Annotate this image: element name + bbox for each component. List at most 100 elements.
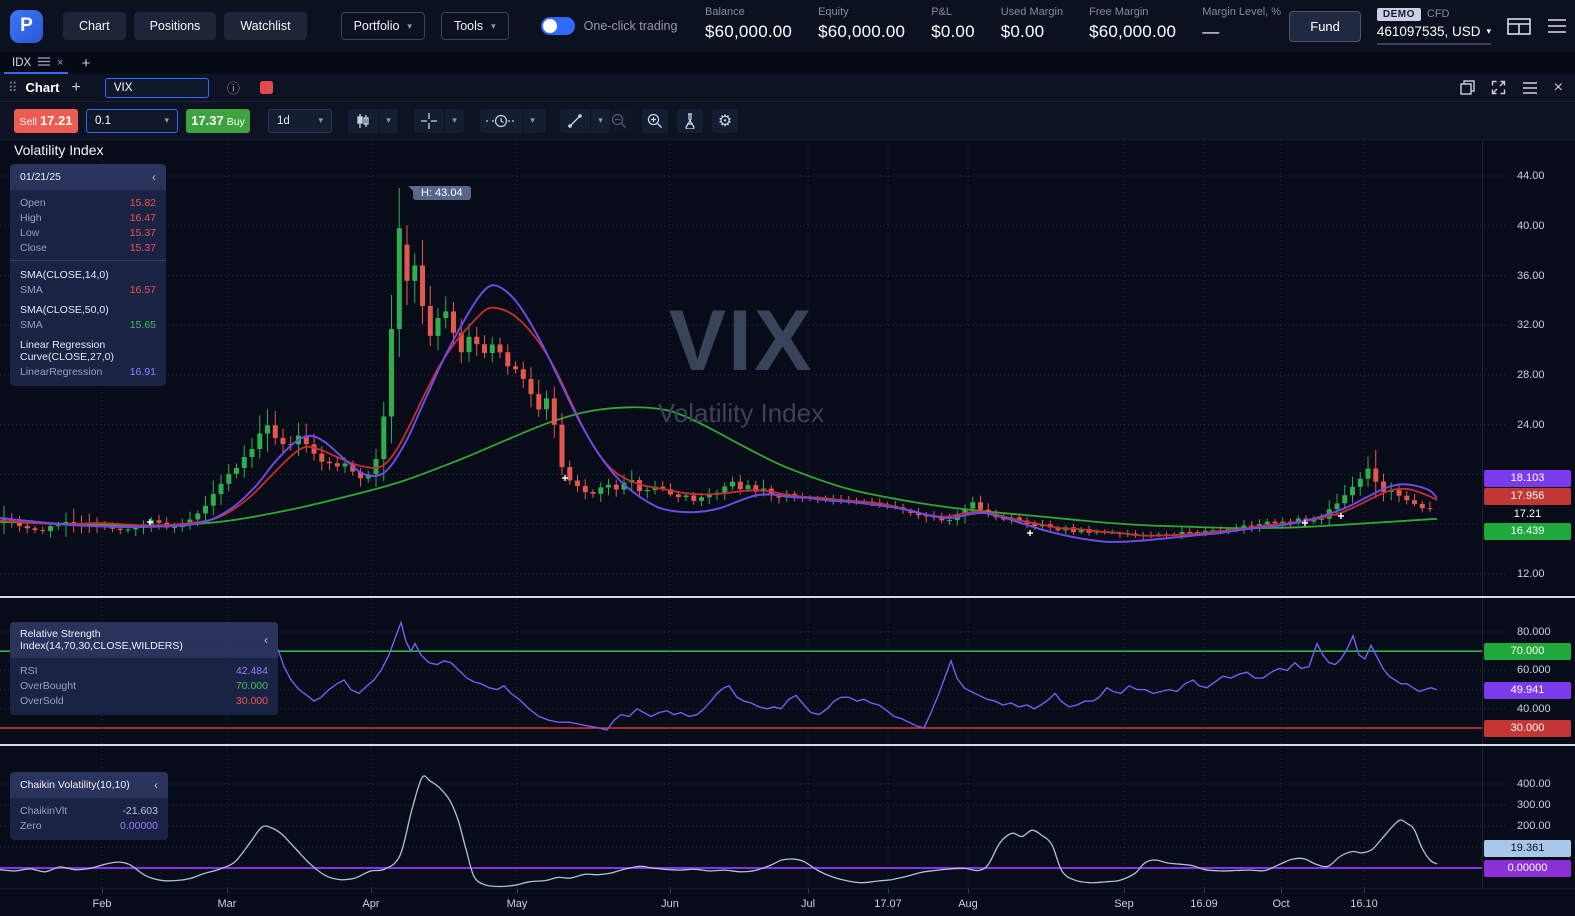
info-icon[interactable]: ⓘ <box>226 81 240 96</box>
zoom-out-icon[interactable] <box>606 108 632 133</box>
time-axis[interactable]: Feb Mar Apr May Jun Jul 17.07 Aug Sep 16.09 Oct 16.… <box>0 888 1575 916</box>
account-number: 461097535, USD <box>1376 23 1481 39</box>
indicators-flask-icon[interactable] <box>677 108 703 133</box>
workspace-tab-idx[interactable]: IDX × <box>0 52 72 74</box>
time-tick-label: Feb <box>92 898 112 910</box>
fullscreen-icon[interactable] <box>1491 80 1506 95</box>
time-tick <box>1204 889 1205 893</box>
time-tick <box>670 889 671 893</box>
buy-button[interactable]: 17.37 Buy <box>186 108 250 133</box>
zoom-in-icon[interactable] <box>642 108 668 133</box>
tab-label: IDX <box>12 57 32 69</box>
panel-resize-divider[interactable] <box>0 744 1575 746</box>
stat-equity: Equity $60,000.00 <box>818 6 905 42</box>
collapse-legend-icon[interactable]: ‹ <box>264 633 268 647</box>
stat-label: Free Margin <box>1089 6 1149 18</box>
workspace-tabbar: IDX × + <box>0 52 1575 74</box>
stat-free-margin: Free Margin $60,000.00 <box>1089 6 1176 42</box>
tools-dropdown[interactable]: Tools ▾ <box>440 12 509 40</box>
axis-price-badge: 0.00000 <box>1484 860 1571 877</box>
stat-value: $60,000.00 <box>818 22 906 41</box>
axis-tick-label: 80.000 <box>1517 626 1551 638</box>
nav-watchlist-button[interactable]: Watchlist <box>224 12 307 40</box>
crosshair-icon[interactable] <box>414 109 444 133</box>
time-tick-label: Oct <box>1272 898 1290 910</box>
time-tick-label: Aug <box>958 898 978 910</box>
chaikin-chart-canvas[interactable] <box>0 747 1575 888</box>
axis-tick-label: 400.00 <box>1517 778 1551 790</box>
axis-tick-label: 200.00 <box>1517 820 1551 832</box>
layout-panels-icon[interactable] <box>1507 17 1531 35</box>
instrument-title: Volatility Index <box>14 142 104 158</box>
stat-value: — <box>1202 22 1220 41</box>
add-tab-icon[interactable]: + <box>81 54 91 72</box>
collapse-legend-icon[interactable]: ‹ <box>152 170 156 184</box>
legend-row-zero: Zero 0.00000 <box>20 819 158 832</box>
duplicate-window-icon[interactable] <box>1459 80 1475 95</box>
axis-price-badge: 30.000 <box>1484 720 1571 737</box>
price-chart-canvas[interactable] <box>0 140 1575 596</box>
stat-label: Margin Level, % <box>1202 6 1282 18</box>
collapse-legend-icon[interactable]: ‹ <box>154 778 158 792</box>
settings-gear-icon[interactable]: ⚙ <box>712 108 738 133</box>
legend-row-low: Low 15.37 <box>20 226 156 239</box>
drag-handle-icon[interactable]: ⠿ <box>8 79 18 95</box>
chart-type-candles-icon[interactable] <box>348 109 378 133</box>
sell-button[interactable]: Sell 17.21 <box>14 108 78 133</box>
nav-chart-button[interactable]: Chart <box>63 12 126 40</box>
legend-row-close: Close 15.37 <box>20 241 156 254</box>
main-menu-icon[interactable] <box>1547 19 1567 33</box>
rsi-chart-canvas[interactable] <box>0 599 1575 744</box>
chart-toolbar: Sell 17.21 0.1 ▾ 17.37 Buy 1d ▾ ▾ ▾ ▾ ▾ <box>0 102 1575 140</box>
buy-label: Buy <box>226 116 245 128</box>
time-tick <box>1281 889 1282 893</box>
buy-price: 17.37 <box>191 113 224 128</box>
one-click-trading-toggle[interactable] <box>540 17 575 35</box>
toggle-knob <box>542 19 557 33</box>
timeframe-selector[interactable]: 1d ▾ <box>268 108 332 133</box>
axis-price-badge: 16.439 <box>1484 523 1571 540</box>
chevron-down-icon: ▾ <box>491 20 496 31</box>
stat-value: $60,000.00 <box>1089 22 1177 41</box>
time-interval-dropdown[interactable]: ▾ <box>522 108 542 133</box>
account-selector[interactable]: DEMO CFD 461097535, USD ▾ <box>1376 7 1491 45</box>
tab-close-icon[interactable]: × <box>57 57 64 69</box>
legend-row-high: High 16.47 <box>20 211 156 224</box>
axis-tick-label: 44.00 <box>1517 170 1545 182</box>
quantity-selector[interactable]: 0.1 ▾ <box>86 108 178 133</box>
stat-pnl: P&L $0.00 <box>931 6 975 42</box>
high-price-tooltip: H: 43.04 <box>408 186 471 200</box>
quantity-value: 0.1 <box>95 114 111 127</box>
time-tick <box>1124 889 1125 893</box>
time-tick-label: Apr <box>362 898 380 910</box>
legend-sma14-section: SMA(CLOSE,14,0) SMA 16.57 <box>10 260 166 297</box>
time-tick <box>888 889 889 893</box>
one-click-trading-label: One-click trading <box>583 19 678 33</box>
time-tick-label: May <box>506 898 528 910</box>
window-menu-icon[interactable] <box>1522 81 1538 94</box>
fund-button[interactable]: Fund <box>1289 10 1361 42</box>
portfolio-dropdown[interactable]: Portfolio ▾ <box>340 12 425 40</box>
add-chart-icon[interactable]: + <box>71 78 81 96</box>
chart-type-dropdown[interactable]: ▾ <box>378 108 398 133</box>
time-interval-icon[interactable] <box>480 109 522 133</box>
legend-row-chaikin: ChaikinVlt -21.603 <box>20 804 158 817</box>
nav-positions-button[interactable]: Positions <box>133 12 217 40</box>
close-window-icon[interactable]: × <box>1553 78 1563 96</box>
trend-line-tool-icon[interactable] <box>560 109 590 133</box>
panel-resize-divider[interactable] <box>0 596 1575 598</box>
symbol-input[interactable] <box>104 77 209 98</box>
axis-tick-label: 60.000 <box>1517 664 1551 676</box>
timeframe-value: 1d <box>277 114 290 127</box>
chart-area[interactable]: VIX Volatility Index Volatility Index H:… <box>0 140 1575 916</box>
time-tick <box>102 889 103 893</box>
axis-tick-label: 28.00 <box>1517 369 1545 381</box>
legend-sma50-section: SMA(CLOSE,50,0) SMA 15.65 <box>20 303 156 331</box>
time-tick <box>1364 889 1365 893</box>
axis-tick-label: 12.00 <box>1517 568 1545 580</box>
drawing-tools-dropdown[interactable]: ▾ <box>590 108 610 133</box>
tab-menu-icon[interactable] <box>38 57 51 69</box>
stat-label: P&L <box>931 6 952 18</box>
crosshair-dropdown[interactable]: ▾ <box>444 108 464 133</box>
stat-value: $0.00 <box>931 22 975 41</box>
